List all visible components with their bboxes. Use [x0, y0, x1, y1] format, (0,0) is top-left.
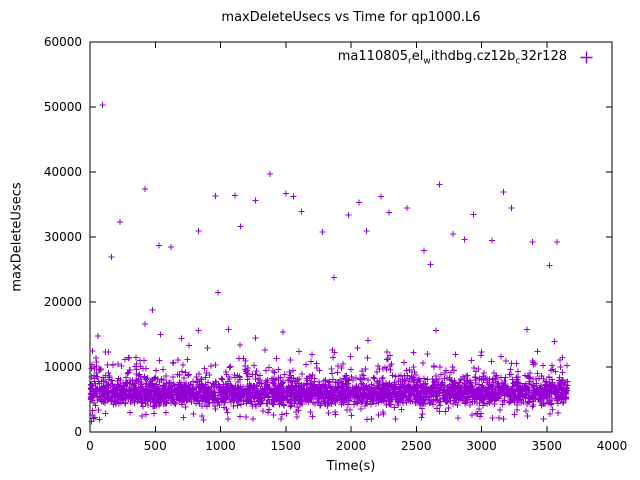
legend: ma110805relwithdbg.cz12bc32r128 [338, 49, 594, 67]
x-tick-label: 0 [86, 439, 94, 453]
x-tick-label: 3000 [466, 439, 497, 453]
scatter-points [88, 102, 571, 425]
legend-label-segment: 32r128 [520, 49, 567, 64]
x-tick-label: 3500 [531, 439, 562, 453]
legend-label-subscript: w [423, 56, 431, 67]
x-tick-label: 2000 [336, 439, 367, 453]
y-tick-label: 60000 [44, 35, 82, 49]
x-tick-label: 4000 [597, 439, 628, 453]
x-tick-label: 500 [144, 439, 167, 453]
legend-label-subscript: r [408, 56, 412, 67]
y-tick-label: 10000 [44, 360, 82, 374]
x-axis-label: Time(s) [326, 459, 376, 474]
x-tick-label: 2500 [401, 439, 432, 453]
legend-marker-path [580, 51, 593, 64]
plot-border [89, 41, 613, 433]
chart-title: maxDeleteUsecs vs Time for qp1000.L6 [221, 10, 481, 25]
y-tick-label: 40000 [44, 165, 82, 179]
legend-label-subscript: c [515, 56, 521, 67]
legend-label-segment: ma110805 [337, 49, 409, 64]
axis-ticks [89, 41, 613, 433]
y-tick-label: 20000 [44, 295, 82, 309]
legend-marker-plus-icon [580, 51, 593, 64]
y-tick-label: 50000 [44, 100, 82, 114]
legend-label-segment: ithdbg.cz12b [430, 49, 516, 64]
x-tick-label: 1000 [205, 439, 236, 453]
y-tick-label: 30000 [44, 230, 82, 244]
legend-label: ma110805relwithdbg.cz12bc32r128 [338, 49, 567, 67]
legend-label-segment: el [411, 49, 424, 64]
x-tick-label: 1500 [270, 439, 301, 453]
y-tick-label: 0 [74, 425, 82, 439]
